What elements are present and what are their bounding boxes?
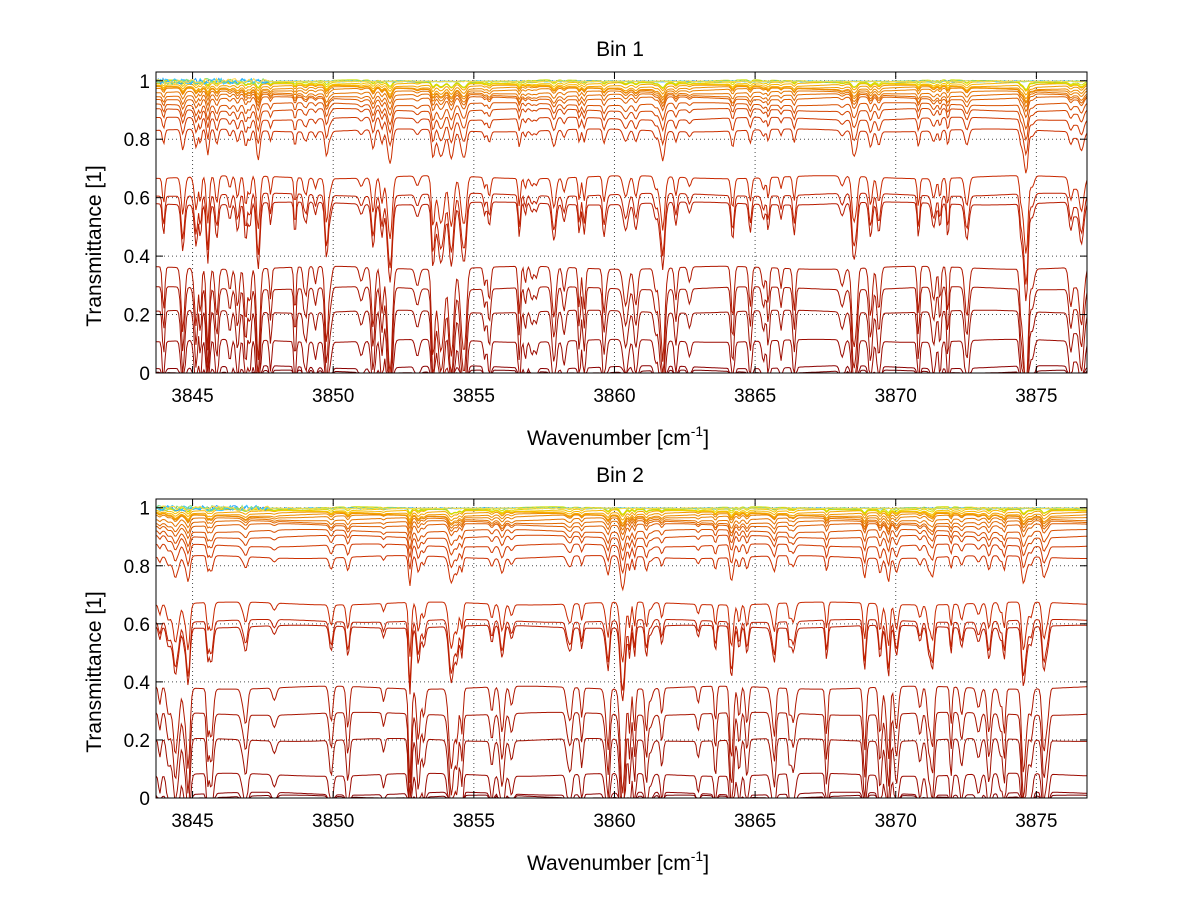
- series-line: [156, 175, 1087, 254]
- y-tick-label: 0.8: [124, 557, 150, 578]
- series-line: [156, 102, 1087, 131]
- series-line: [156, 517, 1087, 531]
- x-tick-label: 3865: [734, 811, 776, 832]
- series-line: [156, 511, 1087, 525]
- x-tick-label: 3870: [875, 811, 917, 832]
- series-line: [156, 116, 1087, 157]
- y-tick-label: 0: [139, 364, 150, 385]
- series-line: [156, 543, 1087, 575]
- series-line: [156, 512, 1087, 527]
- y-tick-label: 0.8: [124, 130, 150, 151]
- axes-frame: [155, 498, 1088, 799]
- series-line: [156, 338, 1087, 373]
- series-line: [156, 201, 1087, 302]
- x-axis-label: Wavenumber [cm-1]: [527, 848, 709, 875]
- series-line: [156, 265, 1087, 373]
- y-axis-label: Transmittance [1]: [83, 165, 106, 326]
- y-tick-label: 0.6: [124, 189, 150, 210]
- series-line: [156, 107, 1087, 142]
- series-line: [156, 520, 1087, 536]
- panel-title: Bin 1: [596, 38, 644, 61]
- series-line: [156, 93, 1087, 113]
- series-group: [156, 77, 1087, 373]
- series-line: [156, 365, 1087, 373]
- plot-area: 3845 3850 3855 3860 3865 3870 3875 0 0.2 0.4 0.6 0.…: [124, 71, 1088, 407]
- x-tick-label: 3850: [312, 811, 354, 832]
- x-tick-label: 3850: [312, 386, 354, 407]
- x-tick-label: 3855: [453, 811, 495, 832]
- series-line: [156, 128, 1087, 174]
- y-tick-label: 0.4: [124, 247, 151, 268]
- noise-line: [156, 505, 1087, 512]
- panel-bin-1: Bin 1 3845 3850 3855 3860 3865 3870 3875 0 0.2 0.…: [83, 38, 1088, 450]
- series-group: [156, 504, 1087, 798]
- y-tick-label: 0.2: [124, 731, 150, 752]
- x-tick-label: 3875: [1015, 811, 1057, 832]
- y-tick-label: 1: [139, 72, 150, 93]
- series-line: [156, 369, 1087, 373]
- series-line: [156, 685, 1087, 794]
- y-axis-label: Transmittance [1]: [83, 591, 106, 752]
- x-tick-label: 3860: [593, 386, 635, 407]
- series-line: [156, 624, 1087, 702]
- series-line: [156, 286, 1087, 373]
- axes-frame: [155, 71, 1088, 374]
- panel-bin-2: Bin 2 3845 3850 3855 3860 3865 3870 3875 0 0.2 0.…: [83, 464, 1088, 875]
- x-tick-label: 3865: [734, 386, 776, 407]
- panel-title: Bin 2: [596, 464, 644, 487]
- series-line: [156, 711, 1087, 798]
- x-tick-label: 3875: [1015, 386, 1057, 407]
- x-tick-label: 3870: [875, 386, 917, 407]
- series-line: [156, 534, 1087, 562]
- series-line: [156, 601, 1087, 663]
- plot-area: 3845 3850 3855 3860 3865 3870 3875 0 0.2 0.4 0.6 0.…: [124, 498, 1088, 832]
- series-line: [156, 555, 1087, 592]
- y-tick-label: 0.4: [124, 673, 151, 694]
- series-line: [156, 791, 1087, 798]
- x-tick-label: 3855: [453, 386, 495, 407]
- series-line: [156, 738, 1087, 798]
- series-line: [156, 192, 1087, 285]
- series-line: [156, 529, 1087, 552]
- series-line: [156, 86, 1087, 103]
- y-tick-label: 0.6: [124, 615, 150, 636]
- x-axis-label: Wavenumber [cm-1]: [527, 423, 709, 450]
- series-line: [156, 96, 1087, 119]
- series-line: [156, 523, 1087, 542]
- series-line: [156, 794, 1087, 798]
- series-line: [156, 619, 1087, 691]
- x-tick-label: 3860: [593, 811, 635, 832]
- series-line: [156, 514, 1087, 528]
- series-line: [156, 309, 1087, 373]
- series-line: [156, 772, 1087, 798]
- x-tick-label: 3845: [171, 386, 213, 407]
- y-tick-label: 1: [139, 499, 150, 520]
- y-tick-label: 0: [139, 789, 150, 810]
- x-tick-label: 3845: [171, 811, 213, 832]
- y-tick-label: 0.2: [124, 306, 150, 327]
- series-line: [156, 90, 1087, 108]
- noise-line: [156, 77, 1087, 86]
